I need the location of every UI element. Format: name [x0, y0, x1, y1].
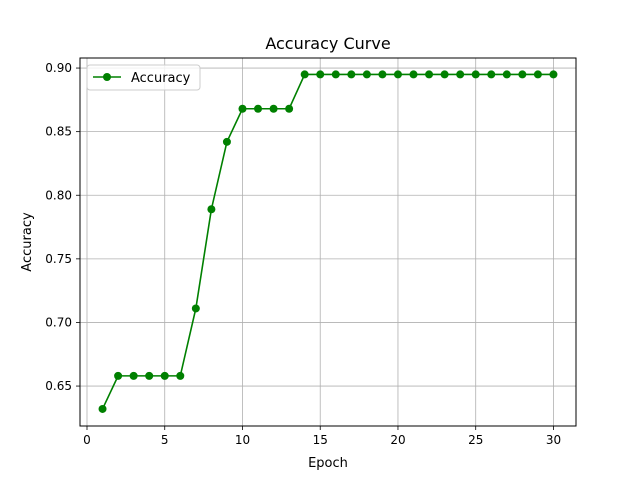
- x-tick-label: 5: [161, 433, 169, 447]
- legend-box: [86, 64, 201, 91]
- data-point: [222, 137, 231, 146]
- data-point: [316, 70, 325, 79]
- data-point: [362, 70, 371, 79]
- y-tick-label: 0.75: [45, 252, 72, 266]
- data-point: [160, 371, 169, 380]
- data-point: [378, 70, 387, 79]
- x-tick-label: 15: [313, 433, 328, 447]
- data-point: [269, 104, 278, 113]
- axes-frame: [79, 57, 577, 427]
- data-point: [331, 70, 340, 79]
- data-point: [145, 371, 154, 380]
- y-axis-label: Accuracy: [20, 212, 35, 272]
- data-point: [518, 70, 527, 79]
- grid: [80, 58, 576, 426]
- y-tick-label: 0.65: [45, 379, 72, 393]
- data-point: [238, 104, 247, 113]
- data-point: [176, 371, 185, 380]
- x-tick-label: 20: [390, 433, 405, 447]
- y-tick-label: 0.90: [45, 61, 72, 75]
- chart-title: Accuracy Curve: [265, 34, 390, 53]
- legend: Accuracy: [86, 64, 201, 91]
- data-point: [549, 70, 558, 79]
- x-tick-label: 0: [83, 433, 91, 447]
- data-point: [533, 70, 542, 79]
- y-tick-label: 0.70: [45, 315, 72, 329]
- data-point: [425, 70, 434, 79]
- data-point: [191, 304, 200, 313]
- legend-label: Accuracy: [131, 71, 191, 86]
- data-point: [285, 104, 294, 113]
- data-point: [300, 70, 309, 79]
- series-layer: [98, 70, 558, 413]
- data-point: [207, 205, 216, 214]
- y-tick-label: 0.80: [45, 188, 72, 202]
- data-point: [347, 70, 356, 79]
- data-point: [98, 404, 107, 413]
- x-tick-label: 25: [468, 433, 483, 447]
- y-tick-label: 0.85: [45, 125, 72, 139]
- data-point: [393, 70, 402, 79]
- ticks: 0 5 10 15 20 25 30 0.65 0.70 0.75 0.80 0.85 0.90: [45, 61, 561, 447]
- data-point: [456, 70, 465, 79]
- data-point: [409, 70, 418, 79]
- x-axis-label: Epoch: [308, 456, 348, 471]
- data-point: [471, 70, 480, 79]
- data-point: [129, 371, 138, 380]
- data-point: [254, 104, 263, 113]
- data-point: [114, 371, 123, 380]
- data-point: [502, 70, 511, 79]
- data-point: [440, 70, 449, 79]
- legend-marker-swatch: [103, 73, 111, 81]
- x-tick-label: 10: [235, 433, 250, 447]
- x-tick-label: 30: [546, 433, 561, 447]
- data-point: [487, 70, 496, 79]
